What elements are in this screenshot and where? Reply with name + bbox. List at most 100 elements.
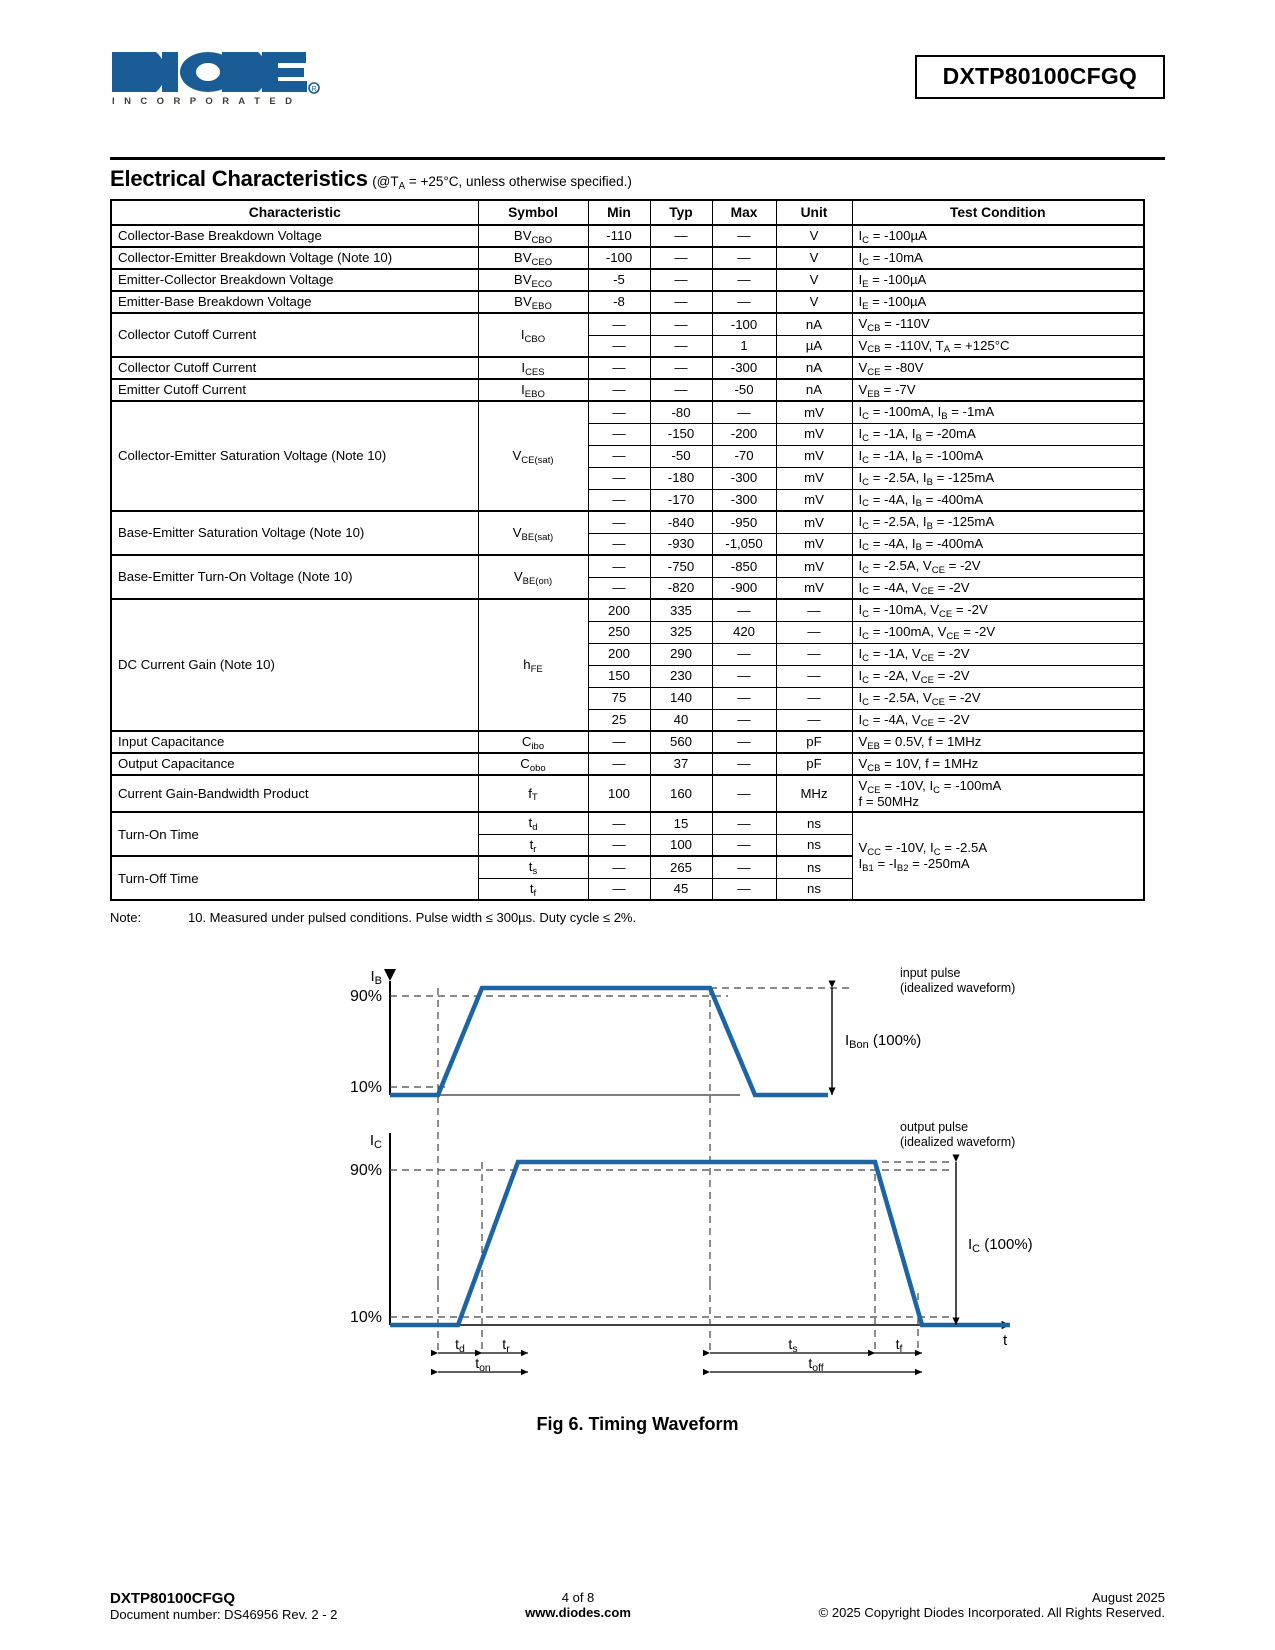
cell-max: — (711, 773, 777, 813)
cell-typ: 37 (649, 752, 713, 776)
cell-test-condition: IC = -100µA (851, 224, 1145, 248)
cell-symbol: tf (477, 877, 589, 901)
cell-min: — (587, 378, 651, 402)
cell-symbol: BVCBO (477, 224, 589, 248)
cell-typ: 140 (649, 686, 713, 710)
cell-unit: MHz (775, 773, 853, 813)
footer-page-number: 4 of 8 (561, 1590, 595, 1605)
cell-typ: — (649, 268, 713, 292)
cell-max: — (711, 708, 777, 732)
ic-waveform (390, 1159, 1010, 1328)
ic-amplitude-label: IC (100%) (968, 1236, 1033, 1255)
cell-min: — (587, 877, 651, 901)
cell-unit: mV (775, 576, 853, 600)
cell-characteristic: Base-Emitter Turn-On Voltage (Note 10) (110, 554, 479, 600)
ib-waveform (390, 985, 828, 1098)
cell-min: — (587, 466, 651, 490)
cell-unit: — (775, 642, 853, 666)
cell-symbol: Cibo (477, 730, 589, 754)
cell-typ: -170 (649, 488, 713, 512)
table-row: — -150 -200 mV IC = -1A, IB = -20mA (111, 422, 1145, 446)
cell-max: — (711, 811, 777, 835)
cell-min: — (587, 488, 651, 512)
cell-unit: pF (775, 730, 853, 754)
table-body: Collector-Base Breakdown Voltage BVCBO -11… (110, 224, 1145, 901)
cell-typ: -820 (649, 576, 713, 600)
cell-max: — (711, 730, 777, 754)
table-row: — -930 -1,050 mV IC = -4A, IB = -400mA (111, 532, 1145, 556)
section-heading: Electrical Characteristics (@TA = +25°C,… (110, 166, 1165, 192)
table-row: DC Current Gain (Note 10) hFE 200 335— — IC =… (110, 598, 1145, 732)
cell-characteristic: Turn-On Time (110, 811, 479, 857)
cell-symbol: IEBO (477, 378, 589, 402)
cell-test-condition: IC = -10mA, VCE = -2V (851, 598, 1145, 622)
ib-axis-label: IB (370, 968, 382, 987)
cell-min: — (587, 730, 651, 754)
cell-unit: mV (775, 510, 853, 534)
cell-test-condition: IC = -2.5A, VCE = -2V (851, 554, 1145, 578)
cell-min: — (587, 554, 651, 578)
table-row: Base-Emitter Saturation Voltage (Note 10… (110, 510, 1145, 556)
cell-unit: ns (775, 855, 853, 879)
cell-max: — (711, 290, 777, 314)
cell-test-condition: IE = -100µA (851, 268, 1145, 292)
cell-test-condition: VCC = -10V, IC = -2.5A IB1 = -IB2 = -250m… (851, 811, 1145, 901)
cell-test-condition: IC = -1A, VCE = -2V (851, 642, 1145, 666)
table-row: Emitter-Collector Breakdown Voltage BVECO… (110, 268, 1145, 292)
footer-website[interactable]: www.diodes.com (525, 1605, 631, 1620)
table-header-row: Characteristic Symbol Min Typ Max Unit T… (110, 199, 1145, 226)
col-characteristic: Characteristic (110, 199, 479, 226)
cell-test-condition: IC = -4A, IB = -400mA (851, 532, 1145, 556)
cell-unit: nA (775, 356, 853, 380)
cell-min: 25 (587, 708, 651, 732)
cell-min: — (587, 510, 651, 534)
cell-characteristic: Collector Cutoff Current (110, 356, 479, 380)
cell-symbol: td (477, 811, 589, 835)
cell-max: -850 (711, 554, 777, 578)
cell-unit: — (775, 598, 853, 622)
cell-unit: — (775, 708, 853, 732)
footer-date: August 2025 (1091, 1590, 1165, 1605)
ton-label: ton (475, 1355, 491, 1374)
page-header: R I N C O R P O R A T E D DXTP80100CFGQ (110, 0, 1165, 137)
cell-min: — (587, 444, 651, 468)
cell-min: -110 (587, 224, 651, 248)
cell-typ: -750 (649, 554, 713, 578)
cell-typ: — (649, 378, 713, 402)
note-text: 10. Measured under pulsed conditions. Pu… (188, 910, 637, 926)
table-row: Base-Emitter Turn-On Voltage (Note 10) VB… (110, 554, 1145, 600)
cell-typ: — (649, 312, 713, 336)
table-row: Turn-Off Time ts —265— ns (110, 855, 1144, 901)
cell-typ: -930 (649, 532, 713, 556)
col-max: Max (711, 199, 777, 226)
cell-unit: mV (775, 422, 853, 446)
cell-min: 200 (587, 598, 651, 622)
tr-label: tr (502, 1336, 510, 1355)
table-row: Collector Cutoff Current ICES — — -300 nA VCE … (110, 356, 1145, 380)
cell-typ: 45 (649, 877, 713, 901)
table-row: — -50 -70 mV IC = -1A, IB = -100mA (111, 444, 1145, 468)
cell-unit: mV (775, 532, 853, 556)
cell-min: 150 (587, 664, 651, 688)
table-row: — —1 µA VCB = -110V, TA = +125°C (111, 334, 1145, 358)
ic-90-label: 90% (350, 1162, 382, 1179)
footer-part-number: DXTP80100CFGQ (110, 1590, 236, 1607)
cell-typ: — (649, 334, 713, 358)
cell-max: 420 (711, 620, 777, 644)
cell-max: -70 (711, 444, 777, 468)
cell-max: -200 (711, 422, 777, 446)
cell-characteristic: Emitter-Collector Breakdown Voltage (110, 268, 479, 292)
cell-test-condition: IC = -100mA, VCE = -2V (851, 620, 1145, 644)
cell-characteristic: Collector-Base Breakdown Voltage (110, 224, 479, 248)
cell-max: -1,050 (711, 532, 777, 556)
cell-max: 1 (711, 334, 777, 358)
cell-typ: — (649, 224, 713, 248)
cell-characteristic: Collector-Emitter Breakdown Voltage (Not… (110, 246, 479, 270)
cell-typ: -180 (649, 466, 713, 490)
cell-unit: V (775, 290, 853, 314)
cell-symbol: ICBO (477, 312, 589, 358)
table-row: Collector Cutoff Current ICBO — — -100 nA VCB … (110, 312, 1145, 358)
output-pulse-label-2: (idealized waveform) (900, 1135, 1015, 1149)
diodes-logo: R I N C O R P O R A T E D (110, 48, 325, 106)
